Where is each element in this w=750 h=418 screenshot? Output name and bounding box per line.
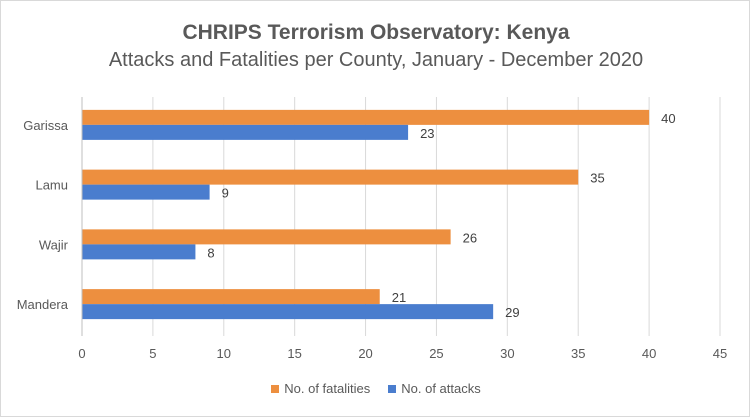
legend-swatch-fatalities: [271, 384, 280, 393]
chart-subtitle: Attacks and Fatalities per County, Janua…: [108, 49, 644, 71]
legend-label-attacks: No. of attacks: [401, 381, 481, 396]
x-tick-label: 15: [287, 346, 301, 361]
y-tick-label: Lamu: [35, 178, 68, 193]
x-tick-label: 35: [571, 346, 585, 361]
y-tick-label: Wajir: [39, 237, 69, 252]
data-label: 40: [661, 111, 675, 126]
x-tick-label: 40: [642, 346, 656, 361]
chart-title: CHRIPS Terrorism Observatory: Kenya: [182, 21, 570, 44]
x-tick-label: 10: [217, 346, 231, 361]
y-tick-label: Mandera: [17, 297, 69, 312]
legend-label-fatalities: No. of fatalities: [284, 381, 371, 396]
x-tick-label: 0: [78, 346, 85, 361]
legend-item-fatalities: No. of fatalities: [271, 381, 370, 396]
bar-fatalities: [82, 169, 579, 185]
x-tick-label: 5: [149, 346, 156, 361]
data-label: 29: [505, 305, 519, 320]
bar-attacks: [82, 184, 210, 200]
x-tick-label: 30: [500, 346, 514, 361]
data-label: 9: [222, 186, 229, 201]
bar-attacks: [82, 244, 196, 260]
x-tick-label: 25: [429, 346, 443, 361]
bar-attacks: [82, 124, 409, 140]
data-label: 23: [420, 126, 434, 141]
data-label: 26: [463, 230, 477, 245]
y-tick-label: Garissa: [23, 118, 69, 133]
legend: No. of fatalities No. of attacks: [1, 381, 750, 396]
x-tick-label: 45: [713, 346, 727, 361]
bar-fatalities: [82, 109, 650, 125]
data-label: 8: [207, 245, 214, 260]
legend-item-attacks: No. of attacks: [388, 381, 481, 396]
bar-attacks: [82, 304, 494, 320]
data-label: 35: [590, 171, 604, 186]
bar-fatalities: [82, 289, 380, 305]
legend-swatch-attacks: [388, 384, 397, 393]
bar-fatalities: [82, 229, 451, 245]
x-tick-label: 20: [358, 346, 372, 361]
data-label: 21: [392, 290, 406, 305]
